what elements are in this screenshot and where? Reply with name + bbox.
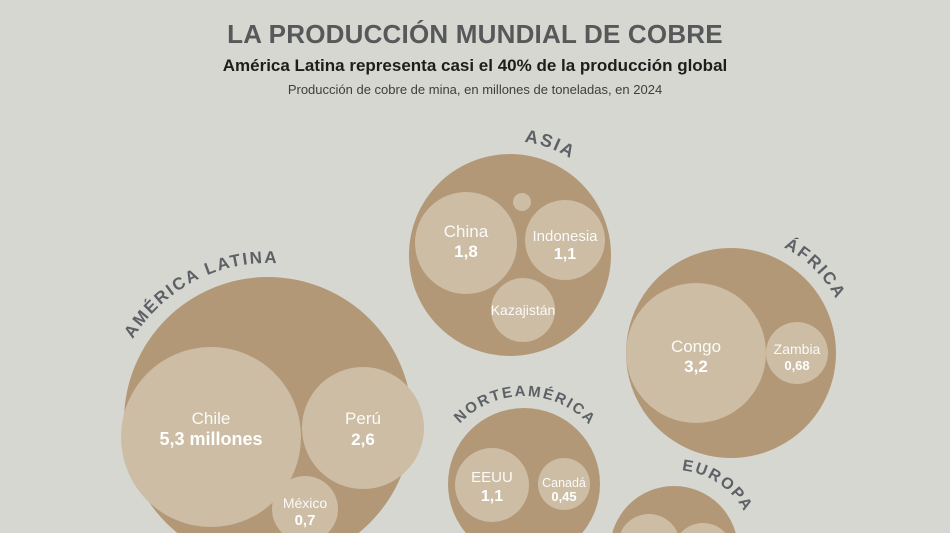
indonesia-value: 1,1 bbox=[554, 246, 576, 263]
asia-unlabeled-bubble bbox=[513, 193, 531, 211]
peru-bubble bbox=[302, 367, 424, 489]
peru-value: 2,6 bbox=[351, 430, 375, 449]
kazakhstan-label: Kazajistán bbox=[491, 302, 556, 318]
zambia-bubble bbox=[766, 322, 828, 384]
region-africa: Congo 3,2 Zambia 0,68 ÁFRICA bbox=[626, 234, 848, 458]
congo-value: 3,2 bbox=[684, 357, 708, 376]
chart-note: Producción de cobre de mina, en millones… bbox=[287, 82, 663, 97]
mexico-label: México bbox=[283, 495, 328, 511]
zambia-value: 0,68 bbox=[784, 358, 809, 373]
chart-subtitle: América Latina representa casi el 40% de… bbox=[222, 56, 728, 75]
mexico-bubble bbox=[272, 476, 338, 533]
eeuu-bubble bbox=[455, 448, 529, 522]
eeuu-value: 1,1 bbox=[481, 488, 503, 505]
indonesia-label: Indonesia bbox=[532, 228, 598, 245]
region-asia: China 1,8 Indonesia 1,1 Kazajistán ASIA bbox=[409, 126, 611, 356]
europa-unlabeled-bubble-2 bbox=[680, 523, 726, 533]
region-europa: EUROPA bbox=[612, 457, 754, 533]
congo-bubble bbox=[626, 283, 766, 423]
europa-unlabeled-bubble-1 bbox=[620, 514, 678, 533]
canada-value: 0,45 bbox=[551, 489, 576, 504]
region-norteamerica: EEUU 1,1 Canadá 0,45 NORTEAMÉRICA bbox=[448, 383, 600, 533]
china-label: China bbox=[444, 222, 489, 241]
canada-label: Canadá bbox=[542, 476, 586, 490]
mexico-value: 0,7 bbox=[295, 512, 316, 529]
eeuu-label: EEUU bbox=[471, 469, 513, 486]
indonesia-bubble bbox=[525, 200, 605, 280]
chart-title: LA PRODUCCIÓN MUNDIAL DE COBRE bbox=[227, 19, 723, 49]
peru-label: Perú bbox=[345, 409, 381, 428]
china-bubble bbox=[415, 192, 517, 294]
canada-bubble bbox=[538, 458, 590, 510]
zambia-label: Zambia bbox=[774, 341, 821, 357]
chile-value: 5,3 millones bbox=[159, 429, 262, 449]
congo-label: Congo bbox=[671, 337, 721, 356]
chile-bubble bbox=[121, 347, 301, 527]
chile-label: Chile bbox=[192, 409, 231, 428]
region-america-latina: Chile 5,3 millones Perú 2,6 México 0,7 A… bbox=[120, 248, 424, 533]
chart-header: LA PRODUCCIÓN MUNDIAL DE COBRE América L… bbox=[0, 21, 950, 96]
kazakhstan-bubble bbox=[491, 278, 555, 342]
china-value: 1,8 bbox=[454, 242, 478, 261]
